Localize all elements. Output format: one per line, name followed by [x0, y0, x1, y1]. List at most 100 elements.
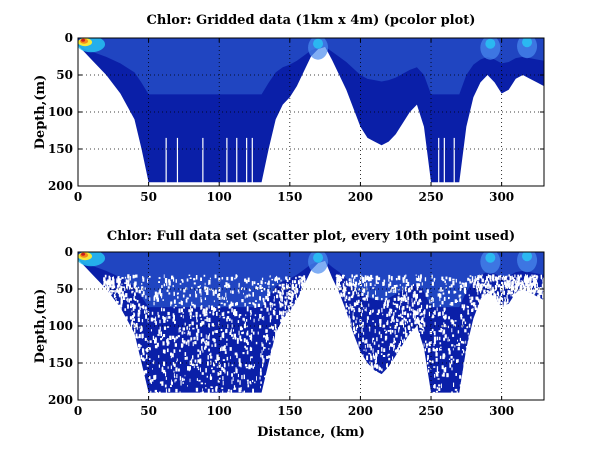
scatter-gap-point — [375, 280, 378, 284]
scatter-gap-point — [391, 330, 394, 333]
scatter-gap-point — [188, 274, 191, 276]
scatter-gap-point — [345, 295, 348, 300]
scatter-gap-point — [519, 274, 522, 278]
scatter-gap-point — [348, 306, 350, 310]
scatter-gap-point — [390, 312, 393, 314]
scatter-gap-point — [161, 307, 163, 312]
scatter-gap-point — [149, 347, 151, 351]
scatter-gap-point — [463, 282, 465, 288]
scatter-gap-point — [139, 305, 141, 311]
scatter-gap-point — [170, 301, 173, 305]
scatter-gap-point — [258, 318, 260, 322]
scatter-gap-point — [382, 313, 384, 316]
scatter-gap-point — [111, 276, 114, 279]
scatter-gap-point — [481, 278, 484, 283]
scatter-gap-point — [118, 291, 121, 297]
scatter-gap-point — [237, 337, 239, 342]
scatter-gap-point — [410, 285, 413, 290]
scatter-gap-point — [202, 388, 203, 391]
scatter-gap-point — [116, 301, 119, 304]
scatter-gap-point — [180, 314, 182, 317]
scatter-gap-point — [536, 291, 538, 293]
scatter-gap-point — [285, 313, 288, 316]
scatter-gap-point — [411, 302, 414, 307]
scatter-gap-point — [344, 287, 347, 292]
scatter-gap-point — [120, 304, 123, 308]
scatter-gap-point — [402, 286, 404, 290]
scatter-gap-point — [361, 275, 363, 278]
scatter-gap-point — [238, 387, 241, 393]
scatter-gap-point — [281, 288, 284, 293]
scatter-gap-point — [404, 300, 408, 302]
scatter-gap-point — [442, 311, 444, 316]
scatter-gap-point — [189, 312, 192, 316]
scatter-gap-point — [279, 294, 281, 298]
scatter-gap-point — [109, 284, 112, 288]
scatter-gap-point — [242, 317, 245, 321]
scatter-gap-point — [501, 281, 504, 285]
scatter-gap-point — [206, 320, 208, 322]
scatter-gap-point — [428, 305, 432, 308]
scatter-gap-point — [261, 349, 263, 354]
scatter-gap-point — [466, 305, 468, 308]
scatter-gap-point — [486, 276, 488, 280]
scatter-gap-point — [413, 310, 416, 315]
scatter-gap-point — [135, 274, 138, 278]
scatter-gap-point — [401, 310, 404, 315]
scatter-gap-point — [183, 306, 185, 309]
scatter-gap-point — [173, 349, 176, 353]
scatter-gap-point — [166, 281, 168, 286]
scatter-gap-point — [160, 293, 163, 297]
scatter-gap-point — [456, 344, 458, 346]
scatter-gap-point — [211, 305, 214, 311]
scatter-gap-point — [376, 275, 379, 279]
scatter-gap-point — [400, 298, 403, 302]
scatter-gap-point — [432, 303, 435, 308]
scatter-gap-point — [437, 378, 440, 380]
scatter-gap-point — [221, 296, 223, 300]
scatter-gap-point — [465, 340, 467, 344]
scatter-gap-point — [352, 315, 354, 320]
scatter-gap-point — [464, 291, 467, 295]
scatter-gap-point — [402, 277, 405, 281]
bottom-x-axis-label: Distance, (km) — [257, 425, 365, 440]
scatter-gap-point — [469, 275, 472, 277]
scatter-gap-point — [282, 286, 285, 290]
scatter-gap-point — [474, 276, 476, 280]
scatter-gap-point — [407, 300, 409, 305]
scatter-gap-point — [405, 297, 407, 301]
scatter-gap-point — [392, 302, 394, 305]
scatter-gap-point — [131, 315, 134, 319]
scatter-gap-point — [348, 278, 351, 282]
scatter-gap-point — [231, 290, 234, 294]
scatter-gap-point — [506, 294, 508, 299]
scatter-gap-point — [531, 282, 533, 287]
top-data-gap — [165, 137, 167, 186]
scatter-gap-point — [501, 286, 504, 291]
scatter-gap-point — [132, 274, 135, 279]
scatter-gap-point — [251, 329, 253, 333]
scatter-gap-point — [463, 363, 465, 367]
scatter-gap-point — [342, 274, 345, 277]
scatter-gap-point — [106, 280, 108, 284]
scatter-gap-point — [120, 285, 122, 289]
scatter-gap-point — [104, 274, 107, 278]
scatter-gap-point — [299, 278, 301, 281]
bottom-grid — [78, 252, 544, 400]
scatter-gap-point — [151, 311, 154, 315]
scatter-gap-point — [533, 288, 536, 293]
scatter-gap-point — [392, 356, 394, 360]
scatter-gap-point — [409, 330, 412, 334]
scatter-gap-point — [170, 381, 173, 385]
bottom-chart-title: Chlor: Full data set (scatter plot, ever… — [107, 229, 515, 244]
scatter-gap-point — [520, 280, 522, 284]
scatter-gap-point — [518, 289, 520, 292]
scatter-gap-point — [195, 293, 198, 298]
scatter-gap-point — [156, 392, 158, 395]
scatter-gap-point — [285, 277, 287, 281]
scatter-gap-point — [353, 325, 355, 328]
scatter-gap-point — [173, 315, 175, 320]
scatter-gap-point — [189, 277, 192, 279]
scatter-gap-point — [416, 320, 419, 324]
scatter-gap-point — [429, 360, 432, 363]
